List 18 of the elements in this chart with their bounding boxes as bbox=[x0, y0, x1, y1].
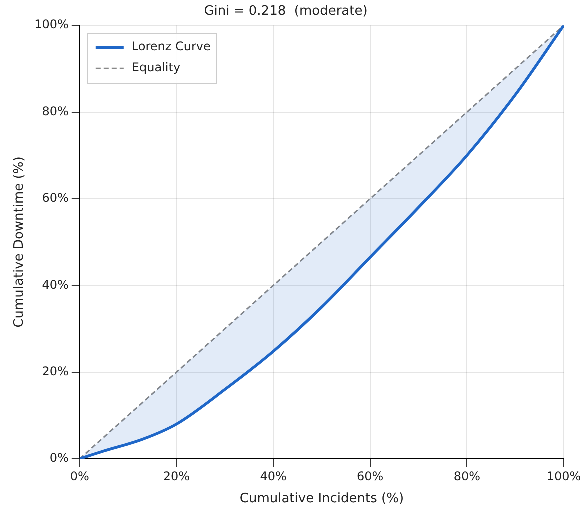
y-axis-title: Cumulative Downtime (%) bbox=[12, 156, 28, 328]
x-tick-label: 20% bbox=[163, 469, 190, 484]
x-tick-label: 80% bbox=[454, 469, 481, 484]
y-tick-label: 100% bbox=[34, 18, 69, 32]
line-series bbox=[80, 26, 564, 459]
y-tick-label: 0% bbox=[50, 451, 69, 466]
chart-title: Gini = 0.218 (moderate) bbox=[204, 4, 368, 20]
x-tick-label: 60% bbox=[357, 469, 384, 484]
y-tick-label: 20% bbox=[42, 364, 69, 378]
x-axis-title: Cumulative Incidents (%) bbox=[240, 492, 404, 507]
legend-label: Equality bbox=[132, 60, 181, 75]
legend-label: Lorenz Curve bbox=[132, 40, 211, 54]
y-tick-label: 60% bbox=[42, 191, 69, 206]
x-tick-label: 0% bbox=[70, 469, 90, 484]
y-tick-label: 80% bbox=[42, 104, 69, 118]
y-tick-label: 40% bbox=[42, 278, 69, 292]
x-tick-label: 40% bbox=[260, 469, 287, 484]
x-tick-label: 100% bbox=[546, 469, 582, 484]
